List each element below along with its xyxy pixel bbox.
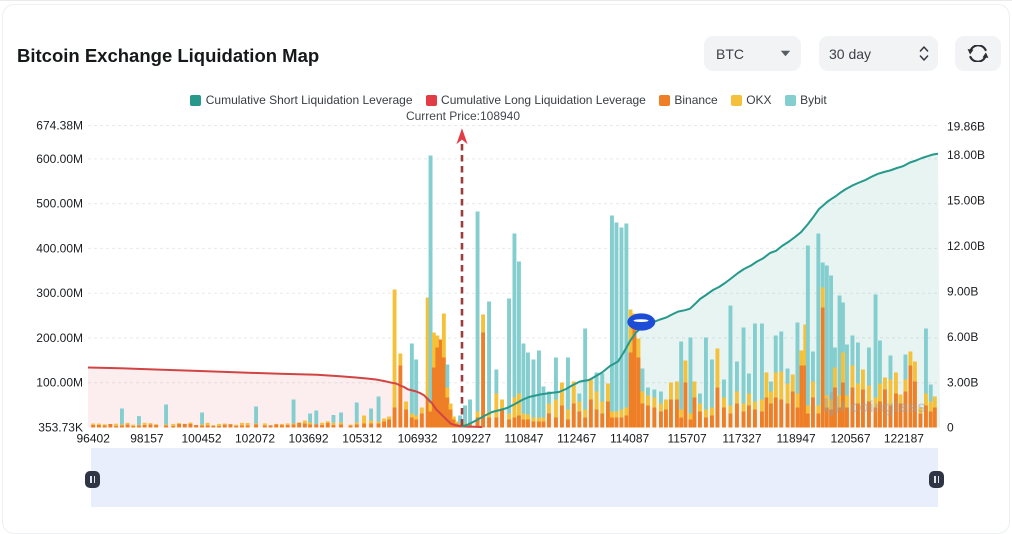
svg-text:12.00B: 12.00B: [947, 239, 985, 253]
svg-text:353.73K: 353.73K: [38, 421, 83, 435]
svg-text:105312: 105312: [342, 432, 382, 446]
svg-text:115707: 115707: [668, 432, 707, 446]
svg-text:114087: 114087: [610, 432, 649, 446]
svg-text:300.00M: 300.00M: [36, 286, 83, 300]
svg-text:117327: 117327: [722, 432, 761, 446]
svg-text:19.86B: 19.86B: [947, 120, 985, 134]
svg-text:3.00B: 3.00B: [947, 376, 978, 390]
svg-text:110847: 110847: [504, 432, 543, 446]
svg-text:100.00M: 100.00M: [36, 376, 83, 390]
svg-text:112467: 112467: [557, 432, 596, 446]
svg-text:122187: 122187: [884, 432, 924, 446]
svg-text:103692: 103692: [288, 432, 328, 446]
svg-text:9.00B: 9.00B: [947, 285, 978, 299]
svg-text:600.00M: 600.00M: [36, 152, 83, 166]
svg-text:109227: 109227: [451, 432, 491, 446]
svg-text:0: 0: [947, 421, 954, 435]
svg-text:400.00M: 400.00M: [36, 241, 83, 255]
svg-text:106932: 106932: [398, 432, 438, 446]
svg-text:674.38M: 674.38M: [36, 119, 83, 133]
svg-text:102072: 102072: [235, 432, 275, 446]
svg-text:500.00M: 500.00M: [36, 197, 83, 211]
svg-text:15.00B: 15.00B: [947, 194, 985, 208]
svg-text:6.00B: 6.00B: [947, 330, 978, 344]
svg-text:200.00M: 200.00M: [36, 331, 83, 345]
svg-text:18.00B: 18.00B: [947, 148, 985, 162]
svg-text:100452: 100452: [181, 432, 221, 446]
svg-text:coinglass: coinglass: [850, 399, 927, 416]
svg-text:96402: 96402: [77, 432, 111, 446]
svg-text:118947: 118947: [777, 432, 816, 446]
svg-text:98157: 98157: [130, 432, 164, 446]
svg-text:120567: 120567: [830, 432, 870, 446]
